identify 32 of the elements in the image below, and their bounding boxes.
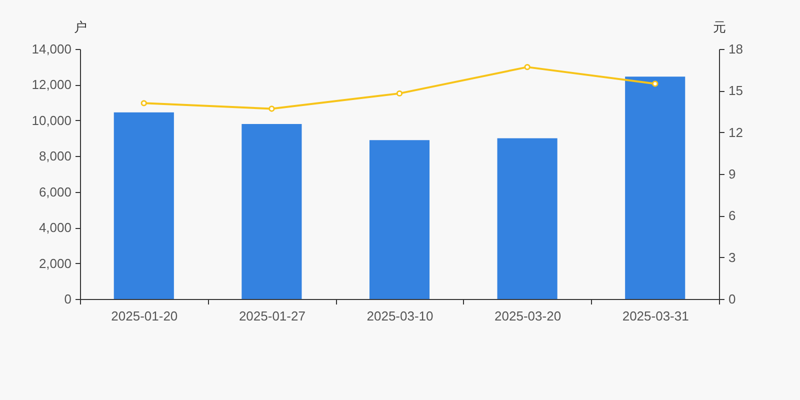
y-axis-title: 户 bbox=[74, 20, 87, 34]
y-tick-label: 8,000 bbox=[38, 148, 72, 164]
y2-tick-label: 12 bbox=[728, 124, 743, 140]
y2-axis-title: 元 bbox=[713, 20, 726, 34]
x-tick-label: 2025-01-20 bbox=[111, 308, 178, 324]
y-tick-label: 2,000 bbox=[38, 256, 72, 271]
y2-tick-label: 15 bbox=[728, 83, 743, 98]
y2-tick-label: 9 bbox=[728, 166, 736, 182]
y2-tick-label: 0 bbox=[728, 292, 736, 306]
bar bbox=[497, 138, 558, 299]
bar bbox=[625, 76, 686, 299]
y-tick-label: 4,000 bbox=[38, 220, 72, 236]
x-tick-label: 2025-03-10 bbox=[366, 308, 434, 324]
point bbox=[140, 100, 147, 106]
x-tick-label: 2025-03-31 bbox=[622, 308, 689, 324]
point bbox=[396, 90, 403, 97]
x-tick-label: 2025-01-27 bbox=[238, 308, 306, 324]
bar bbox=[242, 124, 302, 299]
bar bbox=[114, 112, 174, 299]
y2-tick-label: 3 bbox=[728, 250, 736, 265]
bar bbox=[369, 140, 430, 299]
y-tick-label: 14,000 bbox=[32, 42, 72, 56]
x-tick-label: 2025-03-20 bbox=[494, 308, 562, 324]
point bbox=[268, 106, 275, 112]
point bbox=[652, 80, 658, 87]
y2-tick-label: 6 bbox=[728, 208, 736, 224]
y-tick-label: 10,000 bbox=[32, 112, 72, 128]
point bbox=[524, 64, 530, 70]
y-tick-label: 12,000 bbox=[32, 77, 72, 92]
y-tick-label: 0 bbox=[64, 292, 72, 306]
y-tick-label: 6,000 bbox=[38, 184, 72, 200]
y2-tick-label: 18 bbox=[728, 42, 743, 56]
